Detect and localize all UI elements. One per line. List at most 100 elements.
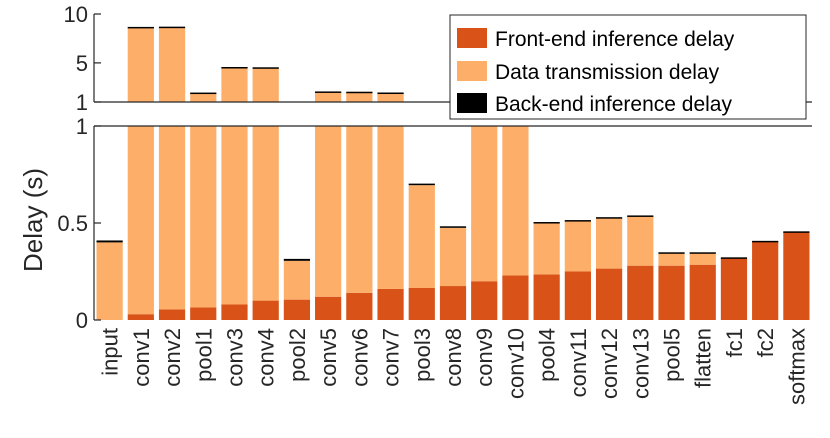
bar-conv3-back-end-upper — [221, 67, 248, 69]
bar-fc1-back-end — [720, 257, 748, 259]
bar-conv12-transmission — [595, 218, 623, 269]
bar-conv3-transmission-upper — [221, 67, 248, 102]
lower-panel-bars — [96, 126, 810, 320]
bar-conv8-front-end — [439, 286, 467, 320]
bar-conv6-transmission — [346, 126, 373, 293]
tick-labels: input conv1 conv2 pool1 conv3 conv4 pool2 conv5… — [57, 2, 809, 405]
bar-conv6-transmission-upper — [346, 91, 373, 102]
bar-pool4-front-end — [533, 274, 560, 320]
bar-conv8-transmission — [439, 227, 467, 287]
bar-pool5-back-end — [658, 252, 685, 254]
bar-conv9-transmission — [471, 126, 498, 282]
bar-pool4-back-end — [533, 222, 560, 224]
x-tick-label: conv5 — [316, 328, 341, 387]
legend-label-back-end: Back-end inference delay — [495, 93, 732, 116]
x-tick-label: pool1 — [191, 328, 216, 382]
bar-conv13-transmission — [627, 216, 654, 266]
bar-conv4-transmission-upper — [252, 67, 279, 102]
bar-conv4-front-end — [252, 300, 279, 320]
x-tick-label: pool3 — [410, 328, 435, 382]
bar-conv7-transmission — [377, 126, 404, 289]
bar-pool4-transmission — [533, 223, 560, 275]
bar-conv1-transmission — [127, 126, 154, 315]
bar-pool1-front-end — [190, 307, 217, 320]
x-tick-label: fc1 — [722, 328, 747, 357]
bar-conv13-back-end — [627, 215, 654, 217]
bar-fc1-front-end — [720, 257, 748, 320]
legend-swatch-front-end — [457, 28, 487, 48]
bar-conv13-front-end — [627, 265, 654, 320]
bar-conv2-back-end-upper — [158, 26, 186, 29]
legend-label-front-end: Front-end inference delay — [495, 28, 735, 51]
bar-conv12-front-end — [595, 268, 623, 320]
bar-conv5-front-end — [315, 296, 342, 320]
bar-conv2-transmission — [158, 126, 186, 310]
bar-conv7-front-end — [377, 288, 404, 320]
bar-conv10-transmission — [502, 126, 529, 276]
bar-flatten-transmission — [689, 253, 716, 265]
x-tick-label: conv10 — [503, 328, 528, 399]
bar-conv5-transmission-upper — [315, 91, 342, 102]
x-tick-label: conv9 — [472, 328, 497, 387]
bar-conv1-transmission-upper — [127, 27, 154, 102]
x-tick-label: conv3 — [222, 328, 247, 387]
x-tick-label: pool2 — [285, 328, 310, 382]
bar-conv11-back-end — [564, 220, 591, 222]
bar-conv2-front-end — [158, 309, 186, 320]
bar-pool1-transmission-upper — [190, 93, 217, 102]
upper-panel-bars — [127, 26, 529, 104]
legend-label-transmission: Data transmission delay — [495, 61, 720, 84]
x-tick-label: conv6 — [347, 328, 372, 387]
bar-conv2-transmission-upper — [158, 27, 186, 102]
x-tick-label: conv7 — [379, 328, 404, 387]
y-tick-label: 10 — [64, 2, 88, 27]
x-tick-label: conv11 — [566, 328, 591, 397]
x-tick-label: flatten — [691, 328, 716, 388]
y-tick-label: 5 — [76, 51, 88, 76]
bar-conv1-back-end-upper — [127, 26, 154, 29]
bar-pool2-back-end — [283, 258, 311, 261]
y-tick-label: 0.5 — [57, 211, 88, 236]
bar-conv4-back-end-upper — [252, 67, 279, 69]
bar-input-back-end — [96, 240, 123, 243]
bar-conv4-transmission — [252, 126, 279, 301]
bar-flatten-back-end — [689, 252, 716, 254]
bar-fc2-back-end — [752, 240, 779, 243]
bar-input-transmission — [96, 242, 123, 320]
bar-conv9-front-end — [471, 281, 498, 320]
legend-box — [449, 14, 807, 120]
bar-softmax-front-end — [783, 231, 810, 320]
x-tick-label: conv12 — [597, 328, 622, 399]
x-tick-label: softmax — [784, 328, 809, 405]
legend-swatch-back-end — [457, 93, 487, 113]
bar-conv7-back-end-upper — [377, 92, 404, 95]
bar-pool3-front-end — [408, 287, 435, 320]
bar-conv11-transmission — [564, 221, 591, 272]
bar-pool2-transmission — [283, 260, 311, 300]
bar-conv3-transmission — [221, 126, 248, 305]
y-axis-label: Delay (s) — [18, 168, 48, 272]
bar-pool3-back-end — [408, 183, 435, 186]
x-tick-label: pool4 — [535, 328, 560, 382]
bar-conv5-transmission — [315, 126, 342, 297]
bar-conv11-front-end — [564, 271, 591, 320]
x-tick-label: conv2 — [160, 328, 185, 387]
bar-fc2-front-end — [752, 241, 779, 320]
x-tick-label: fc2 — [753, 328, 778, 357]
bar-pool5-front-end — [658, 265, 685, 320]
x-tick-label: input — [98, 328, 123, 376]
x-tick-label: conv1 — [129, 328, 154, 387]
y-tick-label: 1 — [76, 90, 88, 115]
bar-conv1-front-end — [127, 314, 154, 320]
bar-conv6-back-end-upper — [346, 91, 373, 94]
x-tick-label: conv8 — [441, 328, 466, 387]
bar-conv5-back-end-upper — [315, 91, 342, 93]
x-tick-label: conv13 — [628, 328, 653, 399]
bar-pool2-front-end — [283, 299, 311, 320]
legend: Front-end inference delay Data transmiss… — [449, 14, 807, 120]
bar-conv10-front-end — [502, 275, 529, 320]
x-tick-label: conv4 — [254, 328, 279, 387]
bar-conv12-back-end — [595, 217, 623, 219]
bar-conv3-front-end — [221, 304, 248, 320]
